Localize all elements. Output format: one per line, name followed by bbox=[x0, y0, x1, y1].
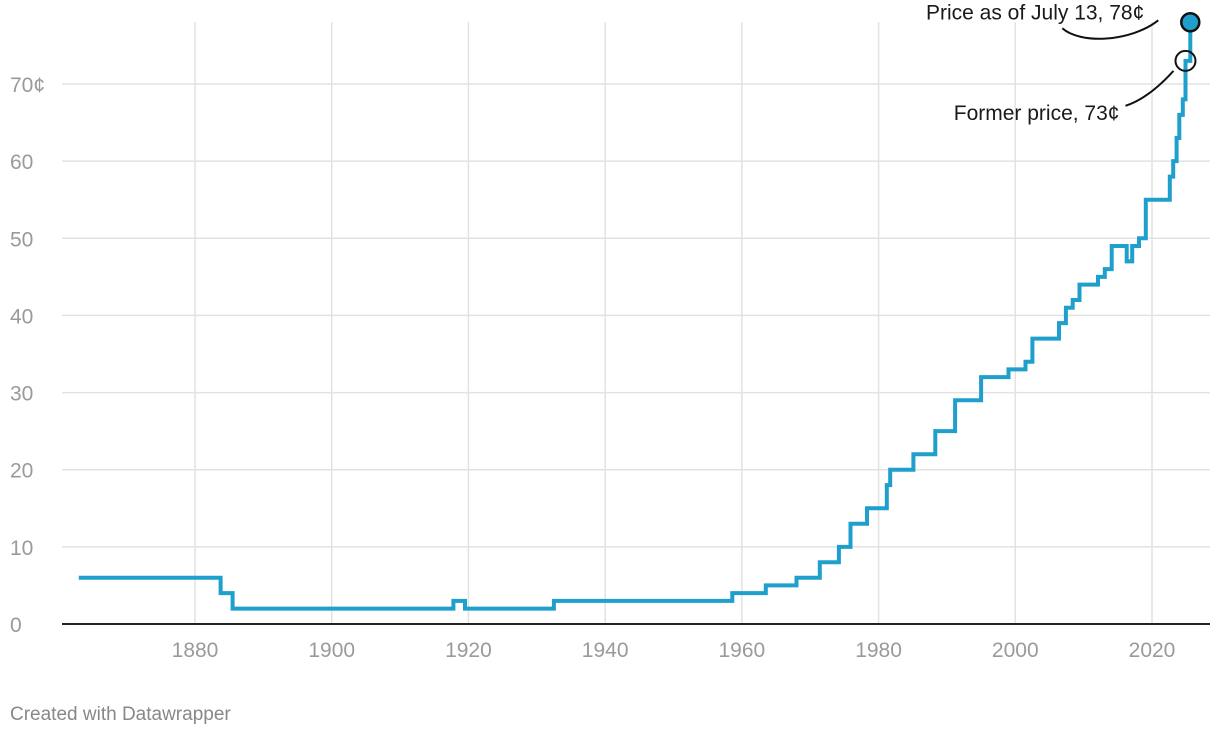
x-tick-label: 1880 bbox=[172, 639, 219, 662]
former-price-label: Former price, 73¢ bbox=[954, 102, 1120, 125]
x-tick-label: 1980 bbox=[855, 639, 902, 662]
current-price-marker bbox=[1180, 12, 1201, 33]
annotation-connector-former bbox=[1125, 70, 1175, 107]
y-tick-label: 0 bbox=[10, 614, 22, 637]
y-tick-label: 30 bbox=[10, 383, 33, 406]
x-tick-label: 1900 bbox=[308, 639, 355, 662]
y-tick-label: 10 bbox=[10, 537, 33, 560]
x-tick-label: 2000 bbox=[992, 639, 1039, 662]
y-tick-label: 20 bbox=[10, 460, 33, 483]
x-tick-label: 1940 bbox=[582, 639, 629, 662]
y-tick-label: 50 bbox=[10, 228, 33, 251]
annotations: Former price, 73¢ Price as of July 13, 78… bbox=[926, 1, 1201, 125]
current-price-label: Price as of July 13, 78¢ bbox=[926, 1, 1144, 24]
x-axis-ticks: 1880 1900 1920 1940 1960 1980 2000 2020 bbox=[172, 639, 1176, 662]
annotation-connector-current bbox=[1061, 19, 1159, 40]
former-price-marker bbox=[1174, 49, 1197, 72]
y-tick-label: 60 bbox=[10, 151, 33, 174]
gridlines bbox=[62, 22, 1210, 624]
y-tick-label: 70¢ bbox=[10, 74, 45, 97]
y-tick-label: 40 bbox=[10, 305, 33, 328]
footer-credit: Created with Datawrapper bbox=[10, 704, 231, 725]
x-tick-label: 2020 bbox=[1129, 639, 1176, 662]
x-tick-label: 1960 bbox=[718, 639, 765, 662]
price-series-line bbox=[78, 22, 1193, 611]
x-tick-label: 1920 bbox=[445, 639, 492, 662]
y-axis-ticks: 0 10 20 30 40 50 60 70¢ bbox=[10, 74, 45, 637]
